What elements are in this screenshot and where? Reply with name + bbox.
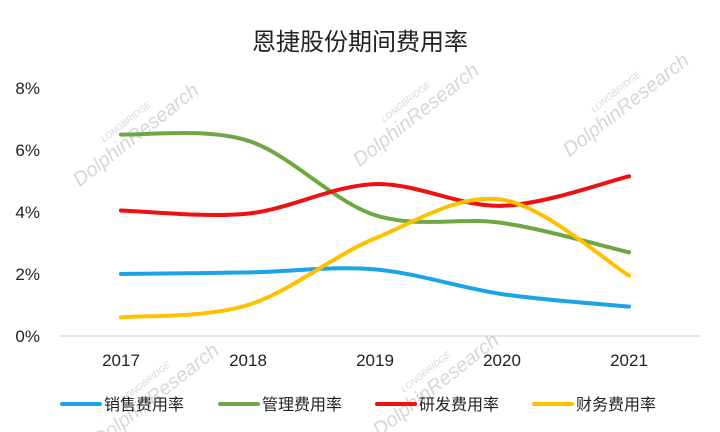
data-point [627,273,631,278]
data-point [246,138,250,143]
data-point [119,272,123,276]
legend-label: 财务费用率 [576,395,656,414]
data-point [627,304,631,309]
legend: 销售费用率 管理费用率 研发费用率 财务费用率 [60,395,656,414]
data-point [119,208,123,213]
data-point [119,132,123,137]
data-point [627,250,631,255]
series-line-1 [119,266,631,309]
chart-title: 恩捷股份期间费用率 [252,28,468,56]
x-tick-label: 2019 [356,351,394,370]
plot-area [119,130,631,320]
data-point [500,292,504,297]
watermark-brand: DolphinResearch [349,59,483,171]
data-point [246,303,250,307]
y-tick-label: 2% [15,265,40,284]
watermark-brand: DolphinResearch [369,329,503,432]
data-point [627,174,631,179]
y-tick-label: 0% [15,327,40,346]
watermark-brand: DolphinResearch [559,49,693,161]
y-tick-label: 6% [15,141,40,160]
data-point [373,182,377,187]
y-tick-label: 4% [15,203,40,222]
legend-label: 管理费用率 [262,395,342,414]
y-axis: 0% 2% 4% 6% 8% [15,79,40,346]
data-point [373,267,377,272]
legend-label: 研发费用率 [419,395,499,414]
data-point [373,213,377,218]
x-tick-label: 2017 [102,351,140,370]
data-point [500,203,504,208]
x-axis: 2017 2018 2019 2020 2021 [102,351,648,370]
x-tick-label: 2018 [229,351,267,370]
data-point [246,211,250,216]
data-point [119,315,123,320]
data-point [500,197,504,202]
legend-label: 销售费用率 [104,395,184,414]
data-point [500,220,504,225]
x-tick-label: 2021 [610,351,648,370]
y-tick-label: 8% [15,79,40,98]
data-point [373,236,377,241]
data-point [246,270,250,275]
x-tick-label: 2020 [483,351,521,370]
